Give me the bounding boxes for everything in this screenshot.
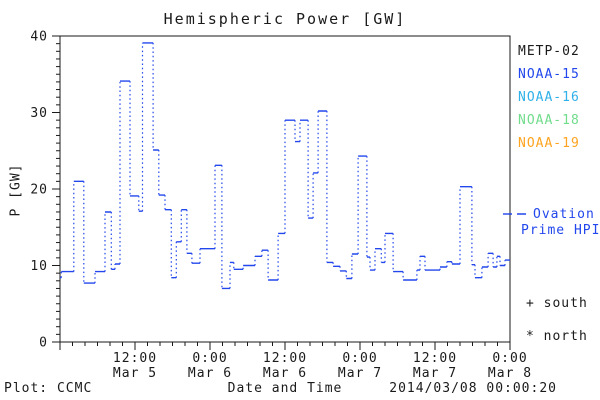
x-tick-date-label: Mar 6: [263, 366, 307, 381]
x-tick-date-label: Mar 8: [488, 366, 532, 381]
legend-item-noaa-15: NOAA-15: [518, 67, 580, 82]
asterisk-marker-icon: *: [526, 329, 535, 344]
legend-item-noaa-18: NOAA-18: [518, 113, 580, 128]
ovation-legend-line2: Prime HPI: [521, 223, 600, 238]
chart-title: Hemispheric Power [GW]: [163, 10, 407, 28]
x-tick-time-label: 12:00: [113, 351, 157, 366]
y-tick-label: 0: [39, 336, 48, 351]
legend-item-metp-02: METP-02: [518, 44, 580, 59]
axis-ticks: [52, 35, 511, 350]
x-tick-time-label: 0:00: [192, 351, 227, 366]
legend-item-noaa-16: NOAA-16: [518, 90, 580, 105]
y-tick-label: 30: [30, 106, 48, 121]
x-tick-date-label: Mar 7: [413, 366, 457, 381]
footer-timestamp: 2014/03/08 00:00:20: [389, 381, 557, 396]
marker-north: * north: [526, 329, 588, 344]
marker-south: + south: [526, 296, 588, 311]
x-tick-date-label: Mar 7: [338, 366, 382, 381]
x-axis-label: Date and Time: [227, 381, 343, 396]
hpi-series: [60, 42, 510, 290]
y-tick-label: 40: [30, 30, 48, 45]
x-tick-date-label: Mar 6: [188, 366, 232, 381]
x-tick-date-label: Mar 5: [113, 366, 157, 381]
footer-plot-credit: Plot: CCMC: [4, 381, 93, 396]
x-tick-time-label: 12:00: [413, 351, 457, 366]
x-tick-time-label: 12:00: [263, 351, 307, 366]
ovation-legend: Ovation Prime HPI: [521, 207, 600, 239]
x-tick-time-label: 0:00: [492, 351, 527, 366]
marker-north-label: north: [543, 329, 588, 344]
plus-marker-icon: +: [526, 296, 535, 311]
legend-satellites: METP-02 NOAA-15 NOAA-16 NOAA-18 NOAA-19: [518, 40, 580, 155]
marker-south-label: south: [543, 296, 588, 311]
y-tick-label: 20: [30, 183, 48, 198]
ovation-legend-line1: Ovation: [533, 207, 595, 222]
legend-item-noaa-19: NOAA-19: [518, 136, 580, 151]
x-tick-time-label: 0:00: [342, 351, 377, 366]
y-tick-label: 10: [30, 259, 48, 274]
